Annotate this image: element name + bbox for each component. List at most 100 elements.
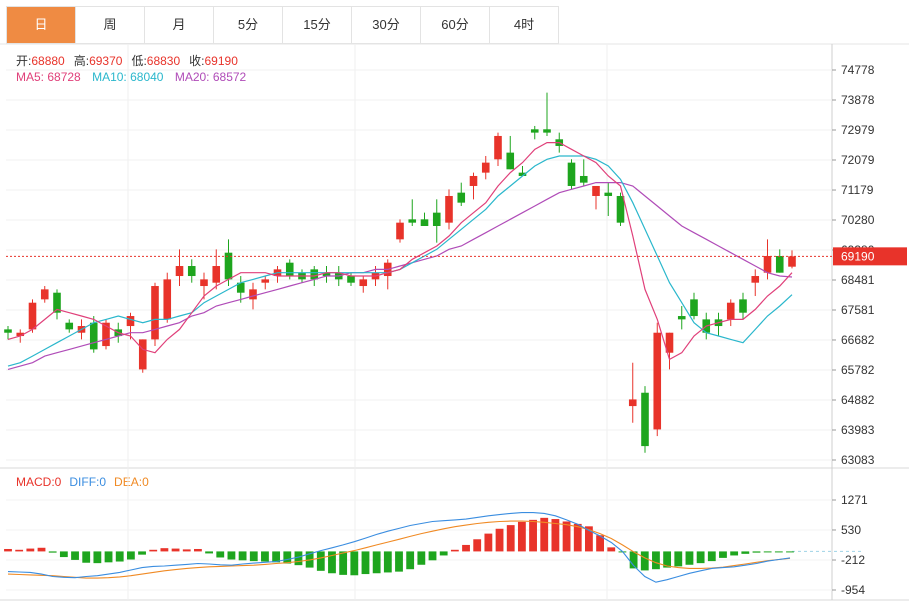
macd-bar — [249, 551, 258, 562]
candle-body — [396, 222, 404, 240]
candle-body — [236, 282, 245, 293]
candle — [138, 339, 147, 373]
candle — [506, 135, 515, 170]
candle — [592, 185, 600, 210]
candle — [187, 259, 196, 283]
macd-bar — [585, 526, 593, 552]
low-value: 68830 — [146, 54, 181, 68]
candle — [28, 299, 37, 333]
diff-value: 0 — [99, 475, 107, 489]
price-tick-label: 70280 — [841, 213, 875, 227]
tab-4hour[interactable]: 4时 — [490, 7, 559, 43]
ma5-label: MA5: — [16, 70, 45, 84]
candle — [359, 276, 368, 293]
macd-bar — [674, 551, 683, 567]
candle-body — [592, 185, 600, 196]
candle-body — [665, 332, 674, 353]
macd-bar — [417, 551, 426, 565]
diff-label: DIFF: — [69, 475, 100, 489]
candle-body — [579, 175, 588, 183]
macd-bar — [339, 551, 348, 575]
candle-body — [65, 322, 74, 330]
macd-bar — [596, 535, 604, 552]
candle-body — [739, 299, 747, 313]
candle-body — [310, 269, 319, 280]
price-tick-label: 72979 — [841, 123, 875, 137]
price-tick-label: 74778 — [841, 63, 875, 77]
macd-bar — [551, 519, 560, 552]
candle — [65, 319, 74, 333]
macd-bar — [383, 551, 392, 573]
macd-bar — [786, 551, 794, 553]
candle — [739, 292, 747, 320]
candle-body — [151, 286, 159, 340]
candle — [383, 259, 392, 290]
tab-15min[interactable]: 15分 — [283, 7, 352, 43]
candle-body — [616, 195, 625, 223]
macd-bar — [115, 551, 124, 562]
macd-tick-label: -212 — [841, 553, 865, 567]
candle-body — [53, 292, 61, 313]
ma20-label: MA20: — [174, 70, 210, 84]
candle-body — [187, 266, 196, 277]
tab-60min[interactable]: 60分 — [421, 7, 490, 43]
candle — [616, 192, 625, 226]
macd-bar — [182, 549, 191, 552]
macd-tick-label: 1271 — [841, 493, 868, 507]
price-tick-label: 65782 — [841, 363, 875, 377]
candle-body — [775, 256, 784, 273]
macd-bar — [685, 551, 694, 565]
tab-day[interactable]: 日 — [7, 7, 76, 43]
macd-bar — [93, 551, 102, 564]
candle — [40, 286, 49, 303]
tab-month[interactable]: 月 — [145, 7, 214, 43]
macd-label: MACD: — [16, 475, 55, 489]
tab-30min[interactable]: 30分 — [352, 7, 421, 43]
macd-bar — [272, 551, 281, 563]
macd-bar — [261, 551, 269, 562]
current-price-label: 69190 — [841, 249, 875, 263]
ma5-value: 68728 — [47, 70, 81, 84]
candle — [457, 182, 466, 206]
candle-body — [604, 192, 613, 196]
candle-body — [420, 219, 429, 226]
candle — [212, 249, 221, 290]
macd-bar — [741, 551, 750, 554]
macd-bar — [473, 539, 482, 552]
candle — [261, 276, 270, 290]
candle — [641, 386, 649, 453]
candle — [236, 276, 245, 303]
price-tick-label: 66682 — [841, 333, 875, 347]
macd-bar — [361, 551, 370, 575]
candle-body — [28, 302, 37, 330]
ma20-line — [7, 182, 793, 370]
price-tick-label: 72079 — [841, 153, 875, 167]
candle-body — [788, 256, 796, 267]
candle — [322, 266, 331, 283]
candle — [530, 125, 539, 140]
price-tick-label: 68481 — [841, 273, 875, 287]
candle-body — [163, 279, 172, 320]
candle — [408, 199, 417, 226]
macd-bar — [629, 551, 638, 569]
macd-bar — [238, 551, 247, 561]
tab-week[interactable]: 周 — [76, 7, 145, 43]
candle — [494, 132, 502, 166]
macd-bar — [194, 548, 202, 552]
candle — [163, 272, 172, 323]
candle-body — [285, 262, 294, 277]
macd-bar — [640, 551, 649, 571]
candle-body — [677, 316, 686, 320]
candle-body — [347, 276, 355, 283]
candle — [751, 269, 760, 297]
price-tick-label: 71179 — [841, 183, 874, 197]
candle — [677, 306, 686, 330]
candle-body — [102, 322, 110, 347]
macd-bar — [48, 551, 57, 553]
candle-body — [641, 392, 649, 447]
candle-body — [249, 289, 257, 300]
candle — [432, 199, 441, 243]
candle-body — [445, 195, 453, 223]
tab-5min[interactable]: 5分 — [214, 7, 283, 43]
